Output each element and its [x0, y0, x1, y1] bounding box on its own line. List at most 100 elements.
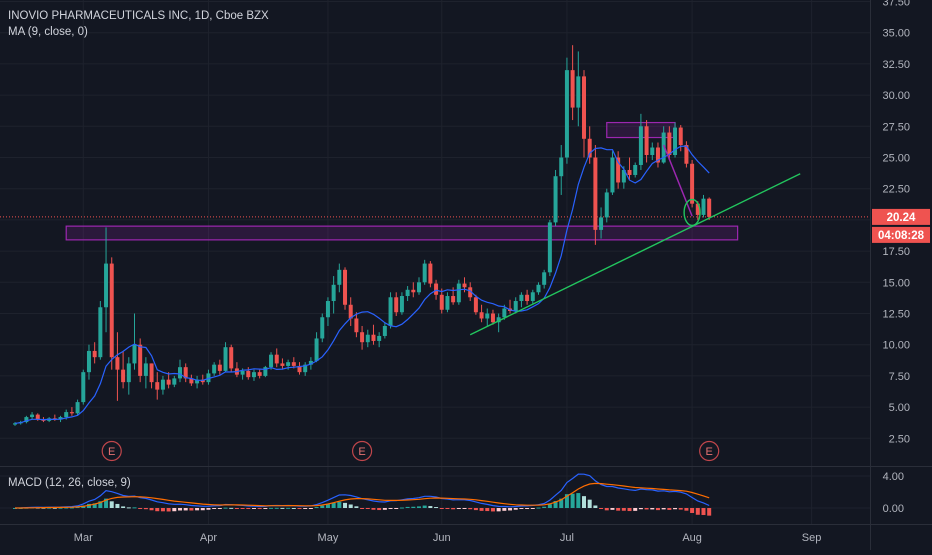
macd-histogram-bar [422, 505, 427, 508]
price-tick-label: 37.50 [882, 0, 910, 9]
candle-body [24, 417, 29, 423]
candle-body [673, 127, 678, 156]
candle-body [86, 350, 91, 373]
time-tick-label: Mar [74, 532, 93, 544]
candle-body [35, 414, 40, 420]
macd-histogram-bar [559, 498, 564, 508]
trendline [469, 173, 801, 336]
candle-body [41, 419, 46, 421]
macd-histogram-bar [394, 508, 399, 509]
candle-body [217, 364, 222, 371]
candle-body [195, 379, 200, 384]
candle-body [115, 357, 120, 370]
candle-body [121, 369, 126, 383]
macd-histogram-bar [462, 508, 467, 509]
candle-body [64, 412, 69, 418]
macd-histogram-bar [212, 508, 217, 510]
indicator-label[interactable]: MA (9, close, 0) [8, 26, 88, 38]
macd-histogram-bar [104, 498, 109, 508]
candle-body [582, 76, 586, 139]
last-price-tag-bg [872, 208, 930, 225]
candle-body [599, 217, 604, 230]
candle-body [377, 335, 382, 341]
symbol-title[interactable]: INOVIO PHARMACEUTICALS INC, 1D, Cboe BZX [8, 10, 269, 22]
macd-histogram-bar [365, 508, 370, 509]
candle-body [178, 367, 183, 379]
candle-body [314, 338, 319, 361]
candle-body [138, 344, 143, 376]
macd-histogram-bar [377, 508, 382, 511]
macd-tick-label: 0.00 [883, 503, 904, 515]
macd-histogram-bar [337, 501, 342, 508]
macd-histogram-bar [149, 508, 154, 511]
candle-body [81, 372, 86, 403]
candle-body [542, 272, 547, 285]
candle-body [360, 332, 365, 343]
candle-body [695, 203, 700, 215]
time-tick-label: Sep [802, 532, 822, 544]
candle-body [246, 370, 251, 378]
candle-body [530, 292, 535, 302]
candle-body [348, 304, 353, 319]
candle-body [490, 313, 495, 323]
macd-histogram-bar [564, 494, 569, 508]
macd-histogram-bar [297, 508, 302, 509]
macd-histogram-bar [616, 508, 621, 511]
macd-histogram-bar [604, 508, 609, 511]
macd-histogram-bar [519, 508, 524, 509]
candle-body [263, 367, 268, 376]
macd-histogram-bar [257, 508, 262, 509]
candle-body [320, 317, 325, 339]
macd-histogram-bar [92, 503, 97, 508]
macd-histogram-bar [98, 501, 103, 508]
candle-body [297, 365, 302, 373]
macd-histogram-bar [69, 507, 74, 509]
macd-histogram-bar [399, 507, 404, 509]
price-tick-label: 35.00 [882, 28, 910, 40]
macd-histogram-bar [263, 508, 268, 509]
macd-histogram-bar [41, 507, 46, 509]
candle-body [547, 222, 552, 273]
macd-histogram-bar [269, 507, 274, 509]
macd-histogram-bar [348, 504, 353, 508]
macd-histogram-bar [47, 507, 52, 509]
macd-histogram-bar [388, 508, 393, 509]
candle-body [75, 402, 80, 414]
macd-histogram-bar [678, 508, 683, 510]
macd-histogram-bar [246, 508, 251, 509]
macd-histogram-bar [178, 508, 183, 511]
candle-body [365, 334, 370, 343]
macd-histogram-bar [308, 508, 313, 509]
macd-histogram-bar [570, 493, 575, 508]
candle-body [661, 132, 666, 163]
earnings-circle [699, 440, 720, 462]
macd-histogram-bar [121, 506, 126, 508]
moving-average-line [14, 145, 710, 424]
candle-body [650, 147, 655, 156]
macd-indicator-label[interactable]: MACD (12, 26, close, 9) [8, 477, 131, 489]
macd-histogram-bar [502, 508, 507, 511]
candle-body [308, 360, 313, 365]
grid [0, 0, 870, 524]
candle-body [519, 294, 524, 302]
candle-body [109, 263, 114, 358]
candle-body [394, 297, 399, 313]
candle-body [502, 308, 507, 318]
macd-histogram-bar [439, 508, 444, 509]
support-zone [65, 225, 739, 241]
macd-histogram-bar [126, 507, 131, 509]
macd-histogram-bar [183, 508, 188, 511]
candle-body [462, 283, 467, 288]
macd-histogram-bar [451, 508, 456, 510]
candle-body [587, 138, 592, 158]
candle-body [536, 284, 541, 293]
candle-body [667, 132, 672, 156]
price-tick-label: 22.50 [882, 184, 910, 196]
candle-body [206, 373, 211, 383]
macd-histogram-bar [274, 507, 279, 509]
price-tick-label: 5.00 [889, 402, 910, 414]
candle-body [621, 169, 626, 183]
